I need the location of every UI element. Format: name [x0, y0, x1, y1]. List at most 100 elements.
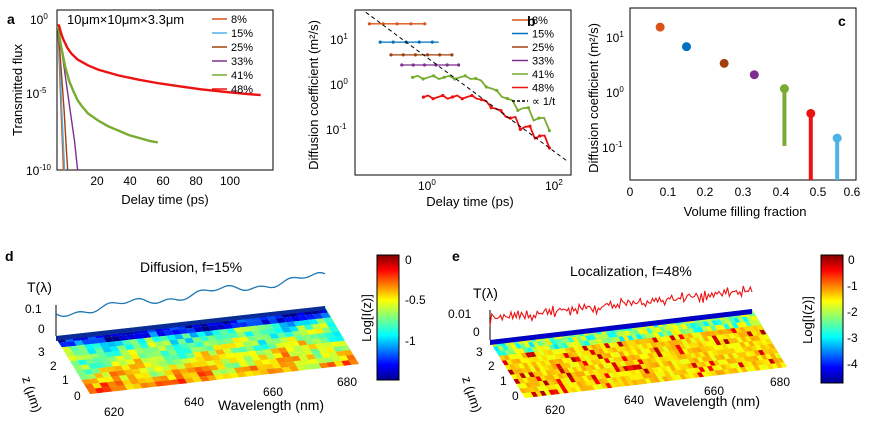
panel-e-cell-10-26: [632, 374, 640, 380]
panel-e-cell-9-26: [629, 370, 638, 376]
panel-d-cell-9-28: [290, 355, 301, 362]
panel-e-cell-11-35: [674, 374, 683, 380]
panel-d-cell-7-2: [90, 368, 102, 374]
panel-d-cell-10-12: [174, 373, 185, 380]
panel-e-cell-1-21: [584, 335, 592, 341]
panel-e-cell-1-20: [580, 335, 588, 341]
panel-d-cell-9-3: [103, 376, 115, 383]
panel-c: c Diffusion coefficient (m²/s) Volume fi…: [586, 7, 861, 219]
panel-e-cell-7-13: [567, 367, 575, 373]
panel-d-cell-5-2: [85, 358, 96, 365]
panel-e-cell-8-42: [696, 357, 704, 363]
panel-c-xtick-3: 0.3: [735, 185, 752, 199]
panel-e-cell-11-50: [740, 367, 748, 373]
panel-d-cell-10-29: [301, 359, 312, 366]
panel-e-cell-4-26: [615, 346, 623, 352]
panel-d-cell-11-32: [326, 361, 337, 368]
panel-e-cell-2-7: [526, 347, 534, 353]
panel-d-cell-11-24: [266, 368, 277, 374]
panel-d-cell-5-1: [77, 359, 88, 366]
panel-d-cell-6-20: [222, 348, 233, 354]
panel-d-cell-8-13: [175, 363, 187, 370]
panel-d-cell-2-6: [106, 341, 117, 347]
panel-e-cell-3-12: [551, 349, 559, 355]
panel-d-cell-2-2: [76, 344, 87, 351]
panel-d-cell-4-12: [157, 345, 168, 352]
panel-e-cell-6-40: [682, 348, 690, 354]
panel-e-cell-9-36: [673, 364, 681, 371]
panel-e-cell-5-0: [504, 364, 512, 370]
panel-e-cell-7-3: [523, 372, 531, 378]
panel-d-cell-10-14: [188, 372, 200, 378]
panel-e-cell-1-40: [667, 325, 675, 331]
panel-c-point-3: [749, 70, 759, 80]
panel-e-cell-9-45: [712, 360, 720, 366]
panel-e-cell-3-22: [594, 344, 603, 350]
panel-e-cell-11-41: [701, 371, 709, 377]
panel-e-cell-11-56: [766, 363, 774, 370]
panel-d-label: d: [5, 248, 14, 264]
panel-e-cell-4-29: [628, 345, 636, 351]
panel-e-cell-5-7: [535, 361, 543, 367]
panel-d-cell-1-4: [88, 338, 99, 344]
panel-b-point-4-16: [495, 88, 499, 93]
panel-e-cell-2-0: [495, 350, 504, 356]
panel-d-colorbar: [376, 254, 400, 381]
panel-d-cell-8-6: [123, 369, 134, 375]
panel-b-point-2-6: [426, 53, 430, 57]
panel-e-cell-3-9: [538, 350, 546, 356]
panel-e-cell-8-59: [771, 348, 779, 354]
panel-e-cell-6-9: [546, 364, 555, 370]
panel-b-point-5-4: [441, 93, 445, 98]
panel-e-cell-11-3: [535, 391, 543, 397]
panel-d-cell-2-25: [248, 325, 259, 332]
panel-c-xtick-6: 0.6: [844, 185, 861, 199]
panel-e-cell-11-8: [557, 388, 565, 394]
panel-e-cell-7-43: [698, 351, 706, 358]
panel-e-cell-6-0: [507, 369, 515, 375]
panel-d-cell-9-12: [171, 369, 182, 375]
panel-d-cell-7-18: [210, 354, 221, 361]
panel-e-cell-1-32: [632, 329, 640, 335]
panel-e-cell-1-10: [536, 341, 544, 347]
panel-d-cell-2-4: [91, 343, 102, 349]
panel-e-cell-7-1: [514, 373, 523, 379]
panel-e-cell-7-29: [637, 359, 645, 365]
panel-e-cell-2-51: [718, 324, 726, 330]
panel-e-cell-10-57: [768, 358, 776, 364]
panel-e-cell-2-2: [504, 349, 512, 355]
panel-a-yticks: 100 10-5 10-10: [26, 12, 51, 178]
panel-e-colorbar: [820, 254, 844, 384]
panel-e-cell-7-10: [554, 369, 562, 375]
panel-d-xtick-680: 680: [337, 375, 357, 389]
panel-c-ytick-0: 101: [606, 30, 624, 45]
panel-d-cell-2-21: [218, 329, 229, 335]
panel-e-cell-6-33: [651, 352, 659, 358]
panel-e-cell-3-52: [725, 328, 734, 334]
panel-d-cell-2-35: [323, 317, 334, 323]
panel-e-cell-10-13: [575, 381, 584, 387]
panel-d-cell-10-30: [308, 358, 319, 365]
panel-d-cell-7-1: [83, 369, 94, 375]
panel-e-cell-1-8: [527, 342, 536, 348]
panel-d-cell-6-6: [117, 360, 129, 366]
panel-e-cell-3-56: [743, 326, 751, 332]
panel-e-cell-5-49: [718, 339, 726, 345]
panel-e-cell-2-47: [701, 326, 709, 332]
panel-e-cell-5-14: [565, 357, 573, 363]
panel-e-cell-11-2: [530, 391, 539, 397]
panel-b-point-2-2: [401, 53, 405, 57]
panel-d-cell-9-23: [253, 360, 264, 366]
panel-b-point-1-6: [417, 40, 421, 44]
panel-d-cell-11-21: [244, 371, 255, 377]
panel-e-cell-3-41: [677, 334, 686, 340]
panel-d-cell-3-32: [303, 324, 314, 330]
panel-e-cell-2-40: [670, 330, 678, 336]
panel-b-yticks: 101 100 10-1: [326, 32, 348, 137]
panel-e-cell-11-1: [526, 392, 534, 398]
panel-d-cell-7-16: [195, 356, 206, 362]
panel-b-point-4-10: [463, 74, 467, 78]
panel-e-cell-6-58: [760, 339, 768, 345]
panel-d-cell-9-27: [283, 356, 294, 363]
panel-e-cell-9-21: [608, 372, 616, 378]
